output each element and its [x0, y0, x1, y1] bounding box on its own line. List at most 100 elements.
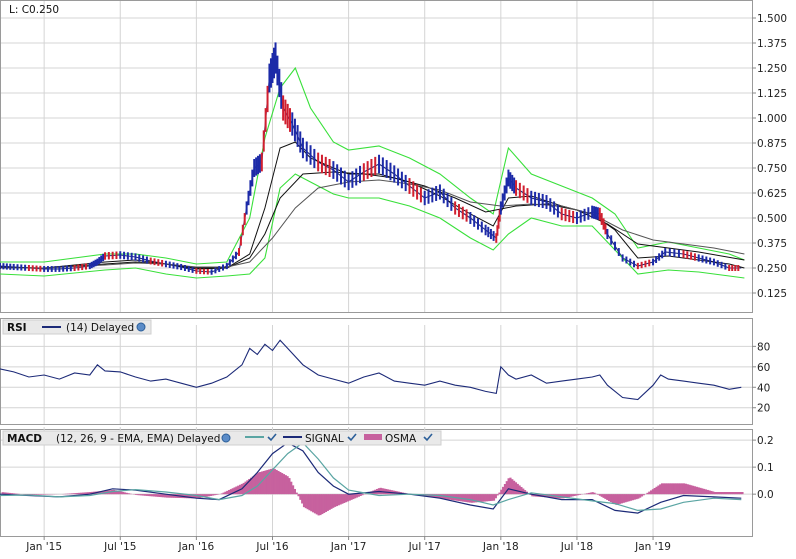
osma-bar-48 — [89, 492, 92, 495]
osma-bar-256 — [469, 494, 472, 503]
osma-bar-18 — [34, 494, 37, 495]
osma-bar-193 — [354, 494, 357, 499]
osma-bar-169 — [310, 494, 313, 512]
price-series-line-3 — [0, 141, 745, 270]
rsi-ytick-label-2: 40 — [757, 382, 770, 394]
macd-check-icon[interactable] — [267, 433, 277, 442]
osma-bar-379 — [693, 486, 697, 495]
osma-bar-122 — [224, 491, 227, 495]
osma-bar-394 — [721, 492, 724, 495]
osma-bar-344 — [629, 494, 633, 501]
osma-bar-324 — [593, 492, 596, 495]
osma-bar-396 — [724, 492, 728, 495]
osma-bar-17 — [32, 494, 35, 495]
osma-bar-103 — [189, 494, 192, 499]
osma-bar-146 — [268, 469, 271, 495]
osma-bar-82 — [151, 494, 154, 497]
osma-bar-165 — [302, 494, 306, 508]
osma-bar-43 — [80, 492, 83, 495]
osma-bar-114 — [209, 494, 212, 496]
osma-bar-3 — [7, 492, 10, 495]
osma-bar-271 — [496, 494, 499, 496]
osma-bar-280 — [513, 480, 516, 495]
osma-bar-22 — [41, 494, 44, 495]
osma-bar-373 — [682, 483, 686, 495]
price-ytick-label-2: 1.250 — [757, 63, 787, 75]
osma-bar-69 — [127, 493, 130, 495]
osma-bar-44 — [81, 492, 85, 495]
osma-bar-266 — [487, 494, 490, 502]
macd-settings-icon[interactable] — [221, 433, 231, 443]
rsi-settings-icon[interactable] — [136, 322, 146, 332]
osma-bar-321 — [587, 492, 591, 495]
osma-bar-102 — [187, 494, 191, 499]
signal-check-icon[interactable] — [347, 433, 357, 442]
osma-bar-384 — [702, 488, 706, 495]
osma-bar-296 — [542, 494, 545, 498]
osma-bar-87 — [160, 494, 163, 498]
osma-bar-328 — [600, 494, 603, 497]
osma-bar-335 — [613, 494, 616, 505]
price-ytick-label-6: 0.750 — [757, 163, 787, 175]
osma-bar-194 — [355, 494, 359, 498]
osma-bar-281 — [514, 482, 518, 495]
osma-bar-358 — [655, 486, 658, 495]
osma-bar-187 — [343, 494, 346, 503]
osma-bar-40 — [74, 493, 77, 495]
macd-legend-name: MACD — [7, 433, 42, 445]
osma-bar-176 — [323, 494, 326, 514]
osma-bar-405 — [741, 492, 744, 495]
osma-bar-252 — [461, 494, 465, 502]
osma-bar-61 — [112, 489, 116, 495]
osma-bar-173 — [317, 494, 320, 516]
osma-bar-315 — [576, 494, 580, 496]
osma-bar-340 — [622, 494, 625, 503]
osma-bar-398 — [728, 492, 731, 495]
osma-bar-7 — [14, 493, 17, 495]
osma-bar-143 — [262, 470, 265, 495]
osma-bar-101 — [186, 494, 189, 499]
osma-bar-390 — [713, 492, 717, 495]
osma-bar-283 — [518, 485, 521, 495]
price-ytick-label-9: 0.375 — [757, 238, 787, 250]
osma-bar-174 — [319, 494, 322, 516]
rsi-ytick-label-3: 20 — [757, 403, 770, 415]
macd-ytick-label-2: 0.0 — [757, 489, 774, 501]
osma-bar-375 — [686, 484, 689, 495]
osma-bar-386 — [706, 489, 709, 495]
osma-bar-392 — [717, 492, 720, 495]
rsi-legend-name: RSI — [7, 322, 27, 334]
osma-bar-376 — [688, 484, 691, 495]
osma-bar-350 — [640, 494, 644, 497]
osma-bar-400 — [732, 492, 735, 495]
osma-bar-153 — [281, 473, 284, 495]
osma-bar-81 — [149, 494, 152, 497]
osma-bar-189 — [346, 494, 349, 502]
osma-bar-94 — [173, 494, 176, 498]
osma-bar-128 — [235, 486, 238, 495]
osma-bar-276 — [505, 481, 508, 495]
osma-bar-359 — [657, 485, 660, 495]
osma-bar-260 — [476, 494, 479, 503]
osma-bar-21 — [39, 494, 43, 495]
osma-bar-395 — [723, 492, 726, 495]
osma-bar-167 — [306, 494, 309, 510]
osma-bar-372 — [681, 483, 684, 495]
rsi-ytick-label-1: 60 — [757, 362, 770, 374]
osma-bar-104 — [191, 494, 194, 499]
osma-bar-133 — [244, 481, 247, 495]
rsi-legend-params: (14) Delayed — [66, 322, 134, 334]
rsi-panel — [0, 318, 753, 425]
osma-bar-316 — [578, 494, 581, 495]
osma-bar-337 — [617, 494, 620, 505]
osma-bar-389 — [712, 491, 715, 495]
macd-panel — [0, 429, 753, 537]
price-ytick-label-0: 1.500 — [757, 13, 787, 25]
osma-bar-86 — [158, 494, 161, 497]
osma-bar-348 — [637, 494, 640, 499]
osma-bar-399 — [730, 492, 733, 495]
price-ytick-label-3: 1.125 — [757, 88, 787, 100]
osma-bar-196 — [359, 494, 362, 496]
x-tick-label-7: Jul '18 — [560, 541, 593, 553]
osma-check-icon[interactable] — [423, 433, 433, 442]
